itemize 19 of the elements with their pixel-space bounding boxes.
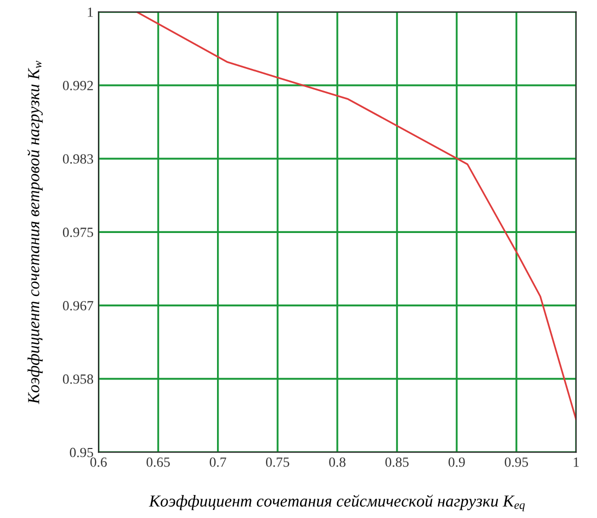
y-tick-label: 0.95 (70, 448, 94, 458)
x-tick-label: 0.65 (146, 457, 170, 467)
x-tick-label: 0.7 (210, 457, 226, 467)
x-tick-label: 0.8 (329, 457, 346, 467)
x-axis-title: Коэффициент сочетания сейсмической нагрузки K$_{eq}$ (148, 494, 525, 512)
x-tick-label: 0.85 (385, 457, 409, 467)
y-tick-label: 0.967 (62, 301, 94, 310)
line-series (136, 12, 576, 420)
y-tick-label: 0.992 (62, 80, 93, 90)
x-tick-label: 1 (574, 458, 579, 467)
y-tick-label: 1 (88, 8, 93, 17)
y-tick-label: 0.958 (62, 374, 94, 384)
x-tick-label: 0.75 (266, 457, 290, 467)
y-axis-title: Коэффициент сочетания ветровой нагрузки K$_{w}$ (27, 60, 43, 404)
y-tick-label: 0.983 (62, 154, 94, 164)
y-tick-label: 0.975 (62, 228, 94, 238)
x-tick-label: 0.6 (90, 457, 107, 467)
x-tick-label: 0.9 (448, 457, 465, 467)
x-tick-label: 0.95 (504, 457, 528, 467)
